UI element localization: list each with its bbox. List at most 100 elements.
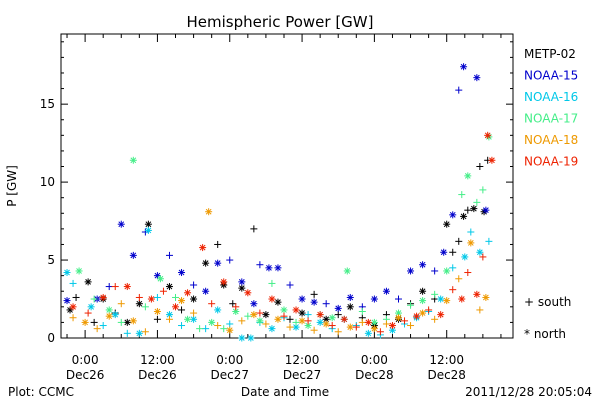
data-point-south <box>117 300 125 308</box>
x-tick-time-label: 0:00 <box>72 353 99 367</box>
data-point-north <box>346 323 354 331</box>
data-point-north <box>268 295 276 303</box>
data-point-north <box>461 253 469 261</box>
data-point-south <box>449 248 457 256</box>
data-point-north <box>178 297 186 305</box>
data-point-south <box>328 322 336 330</box>
data-point-north <box>214 259 222 267</box>
data-point-south <box>473 198 481 206</box>
data-point-north <box>220 278 228 286</box>
data-point-north <box>250 311 258 319</box>
data-point-north <box>482 293 490 301</box>
data-point-north <box>202 259 210 267</box>
data-point-south <box>165 251 173 259</box>
data-point-north <box>84 278 92 286</box>
data-point-north <box>172 303 180 311</box>
data-point-north <box>184 315 192 323</box>
data-point-south <box>165 315 173 323</box>
data-point-south <box>476 306 484 314</box>
data-point-south <box>141 303 149 311</box>
legend-symbol-south: + south <box>524 295 571 309</box>
data-point-north <box>184 289 192 297</box>
data-point-south <box>244 312 252 320</box>
data-point-north <box>69 303 77 311</box>
x-tick-date-label: Dec28 <box>427 368 466 382</box>
data-point-north <box>437 295 445 303</box>
data-point-north <box>440 248 448 256</box>
data-point-north <box>165 283 173 291</box>
hemisphere-legend: + south * north <box>524 295 571 341</box>
data-point-north <box>129 251 137 259</box>
data-point-north <box>129 156 137 164</box>
data-point-north <box>443 220 451 228</box>
data-point-south <box>280 312 288 320</box>
data-point-south <box>322 300 330 308</box>
data-point-north <box>232 307 240 315</box>
data-point-north <box>298 317 306 325</box>
data-point-south <box>69 279 77 287</box>
data-point-north <box>144 226 152 234</box>
data-point-south <box>123 329 131 337</box>
data-point-north <box>144 220 152 228</box>
data-points <box>63 63 496 342</box>
data-point-north <box>449 211 457 219</box>
data-point-south <box>286 315 294 323</box>
data-point-north <box>105 312 113 320</box>
data-point-south <box>117 318 125 326</box>
data-point-south <box>232 303 240 311</box>
legend-item: NOAA-15 <box>524 69 578 83</box>
x-tick-date-label: Dec26 <box>66 368 105 382</box>
data-point-south <box>286 281 294 289</box>
data-point-north <box>63 297 71 305</box>
data-point-south <box>431 315 439 323</box>
data-point-north <box>117 220 125 228</box>
data-point-south <box>310 326 318 334</box>
y-tick-label: 15 <box>40 97 55 111</box>
data-point-north <box>274 315 282 323</box>
data-point-south <box>286 323 294 331</box>
data-point-south <box>464 269 472 277</box>
x-tick-time-label: 12:00 <box>429 353 464 367</box>
data-point-north <box>135 329 143 337</box>
data-point-south <box>220 325 228 333</box>
data-point-north <box>190 315 198 323</box>
y-tick-label: 5 <box>47 253 55 267</box>
data-point-south <box>358 307 366 315</box>
data-point-north <box>370 295 378 303</box>
data-point-north <box>129 317 137 325</box>
data-point-south <box>407 301 415 309</box>
data-point-north <box>346 303 354 311</box>
legend-item: NOAA-16 <box>524 90 578 104</box>
data-point-north <box>280 306 288 314</box>
data-point-north <box>346 293 354 301</box>
data-point-south <box>449 264 457 272</box>
data-point-north <box>123 318 131 326</box>
data-point-north <box>262 311 270 319</box>
data-point-north <box>247 334 255 342</box>
data-point-south <box>226 320 234 328</box>
data-point-south <box>352 323 360 331</box>
data-point-south <box>159 287 167 295</box>
data-point-south <box>93 325 101 333</box>
data-point-south <box>455 237 463 245</box>
data-point-north <box>265 264 273 272</box>
data-point-south <box>69 314 77 322</box>
data-point-north <box>464 172 472 180</box>
data-point-south <box>358 318 366 326</box>
data-point-south <box>226 256 234 264</box>
x-tick-date-label: Dec27 <box>283 368 322 382</box>
data-point-north <box>274 298 282 306</box>
data-point-south <box>250 225 258 233</box>
legend-item: NOAA-17 <box>524 112 578 126</box>
x-tick-time-label: 12:00 <box>140 353 175 367</box>
data-point-north <box>147 295 155 303</box>
data-point-south <box>382 320 390 328</box>
data-point-north <box>75 267 83 275</box>
y-tick-label: 0 <box>47 331 55 345</box>
data-point-south <box>256 261 264 269</box>
data-point-south <box>376 328 384 336</box>
data-point-south <box>214 240 222 248</box>
plot-frame <box>60 33 514 339</box>
data-point-south <box>229 300 237 308</box>
